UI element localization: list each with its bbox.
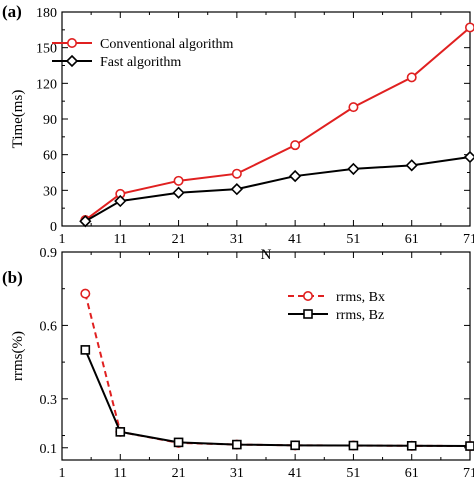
data-point bbox=[172, 186, 185, 199]
data-point bbox=[465, 441, 474, 451]
data-point bbox=[80, 288, 91, 299]
y-tick-label: 0.3 bbox=[40, 393, 58, 408]
data-point bbox=[290, 440, 300, 451]
y-tick-label: 150 bbox=[36, 42, 57, 57]
y-tick-label: 30 bbox=[43, 184, 57, 199]
y-tick-label: 60 bbox=[43, 149, 57, 164]
x-tick-label: 1 bbox=[59, 232, 66, 247]
series-0: Conventional algorithm bbox=[52, 22, 474, 226]
legend-label: Fast algorithm bbox=[100, 55, 181, 70]
x-tick-label: 11 bbox=[114, 466, 127, 481]
y-tick-label: 0.6 bbox=[40, 319, 58, 334]
series-1: rrms, Bz bbox=[80, 308, 474, 451]
data-point bbox=[230, 183, 243, 196]
data-point bbox=[348, 440, 359, 451]
data-point bbox=[289, 169, 302, 183]
legend-marker bbox=[67, 37, 78, 48]
data-point bbox=[463, 150, 474, 164]
y-tick-label: 180 bbox=[36, 6, 57, 21]
legend-label: Conventional algorithm bbox=[100, 37, 233, 52]
data-point bbox=[232, 439, 242, 450]
series-line bbox=[84, 26, 471, 221]
y-tick-label: 90 bbox=[43, 113, 57, 128]
legend-marker bbox=[302, 290, 313, 301]
x-tick-label: 41 bbox=[288, 232, 302, 247]
x-tick-label: 1 bbox=[59, 466, 66, 481]
series-1: Fast algorithm bbox=[52, 54, 474, 228]
data-point bbox=[406, 441, 417, 451]
x-tick-label: 31 bbox=[230, 232, 244, 247]
x-tick-label: 51 bbox=[346, 466, 360, 481]
x-tick-label: 31 bbox=[230, 466, 244, 481]
data-point bbox=[348, 102, 359, 113]
x-tick-label: 21 bbox=[172, 466, 186, 481]
panel-label: (a) bbox=[2, 2, 22, 21]
data-point bbox=[79, 215, 92, 228]
panel-label: (b) bbox=[2, 268, 23, 287]
y-axis-title: rrms(%) bbox=[10, 331, 26, 381]
series-0: rrms, Bx bbox=[80, 288, 474, 452]
legend-marker bbox=[65, 54, 79, 68]
y-tick-label: 0.9 bbox=[40, 246, 58, 261]
x-tick-label: 61 bbox=[405, 232, 419, 247]
data-point bbox=[173, 437, 184, 448]
data-point bbox=[114, 194, 127, 208]
x-tick-label: 71 bbox=[463, 232, 474, 247]
data-point bbox=[347, 162, 360, 176]
x-tick-label: 71 bbox=[463, 466, 474, 481]
x-tick-label: 61 bbox=[405, 466, 419, 481]
data-point bbox=[80, 345, 91, 355]
legend-marker bbox=[303, 309, 313, 319]
data-point bbox=[406, 72, 417, 83]
y-tick-label: 0.1 bbox=[40, 442, 58, 457]
panel-a: (a)1 11 21 31 41 51 61 710306090120150180NTime(… bbox=[2, 2, 474, 263]
series-line bbox=[84, 156, 471, 223]
legend-label: rrms, Bx bbox=[336, 290, 385, 305]
data-point bbox=[290, 140, 301, 151]
series-line bbox=[84, 349, 471, 448]
data-point bbox=[231, 168, 242, 179]
data-point bbox=[115, 427, 126, 437]
series-line bbox=[84, 293, 471, 448]
x-tick-label: 21 bbox=[172, 232, 186, 247]
data-point bbox=[173, 175, 184, 186]
y-tick-label: 0 bbox=[50, 220, 57, 235]
x-tick-label: 11 bbox=[114, 232, 127, 247]
x-tick-label: 51 bbox=[346, 232, 360, 247]
panel-b: (b)1112131415161710.10.30.60.9Nrrms(%)rr… bbox=[2, 246, 474, 481]
data-point bbox=[465, 22, 474, 33]
x-tick-label: 41 bbox=[288, 466, 302, 481]
y-axis-title: Time(ms) bbox=[10, 90, 26, 149]
y-tick-label: 120 bbox=[36, 77, 57, 92]
data-point bbox=[405, 159, 418, 172]
legend-label: rrms, Bz bbox=[336, 308, 384, 323]
